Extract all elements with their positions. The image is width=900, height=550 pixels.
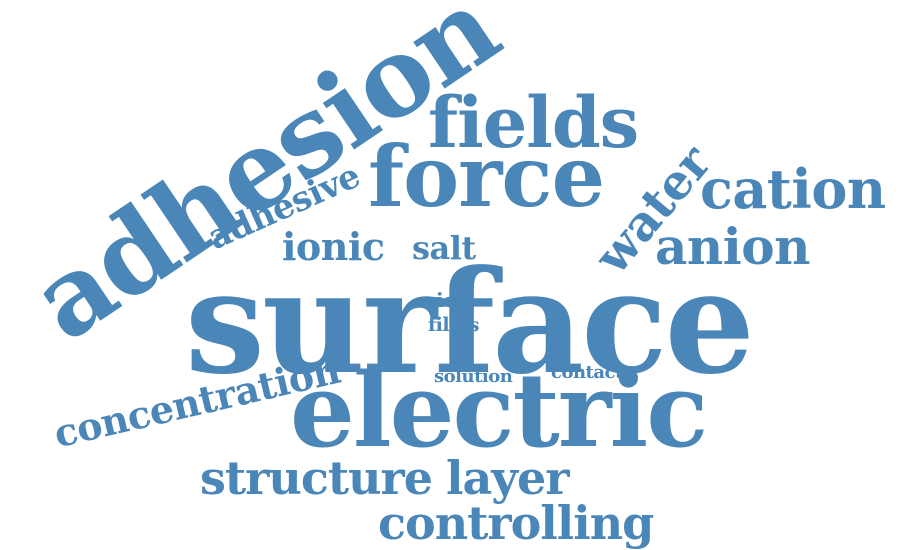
word-electric: electric [290,351,708,471]
word-ion: ion [436,288,470,312]
word-contact: contact [551,362,623,383]
word-layer: layer [446,451,570,505]
word-cation: cation [700,157,886,221]
word-ionic: ionic [282,224,385,269]
word-force: force [368,127,605,226]
word-films: films [428,314,479,336]
word-solution: solution [434,366,513,387]
word-fields: fields [428,81,639,164]
word-salt: salt [412,229,476,267]
word-surface: surface [185,240,755,406]
word-controlling: controlling [378,496,654,550]
word-anion: anion [655,217,810,276]
word-structure: structure [200,451,433,505]
